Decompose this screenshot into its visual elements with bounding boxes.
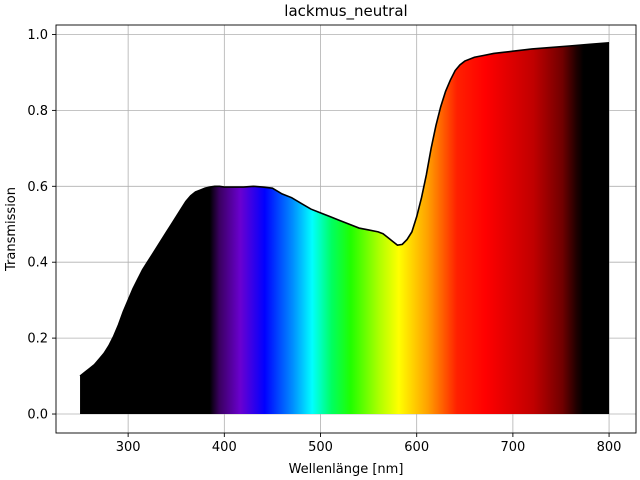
chart-title: lackmus_neutral (284, 2, 407, 21)
y-tick-label: 1.0 (27, 28, 48, 43)
spectrum-fill (80, 42, 610, 415)
y-tick-label: 0.6 (27, 180, 48, 195)
plot-area: 300 400 500 600 700 800 0.0 0.2 0.4 0.6 0.8 1.0 (27, 24, 637, 455)
x-tick-label: 400 (212, 440, 237, 455)
x-tick-label: 700 (500, 440, 525, 455)
y-tick-label: 0.2 (27, 332, 48, 347)
y-tick-label: 0.4 (27, 256, 48, 271)
x-tick-label: 500 (308, 440, 333, 455)
transmission-line (79, 42, 610, 377)
x-tick-label: 600 (404, 440, 429, 455)
y-tick-label: 0.8 (27, 104, 48, 119)
y-axis-label: Transmission (4, 187, 19, 272)
x-axis-label: Wellenlänge [nm] (289, 462, 404, 477)
y-tick-label: 0.0 (27, 408, 48, 423)
x-tick-label: 800 (597, 440, 622, 455)
x-tick-label: 300 (116, 440, 141, 455)
axes-frame (55, 24, 637, 434)
